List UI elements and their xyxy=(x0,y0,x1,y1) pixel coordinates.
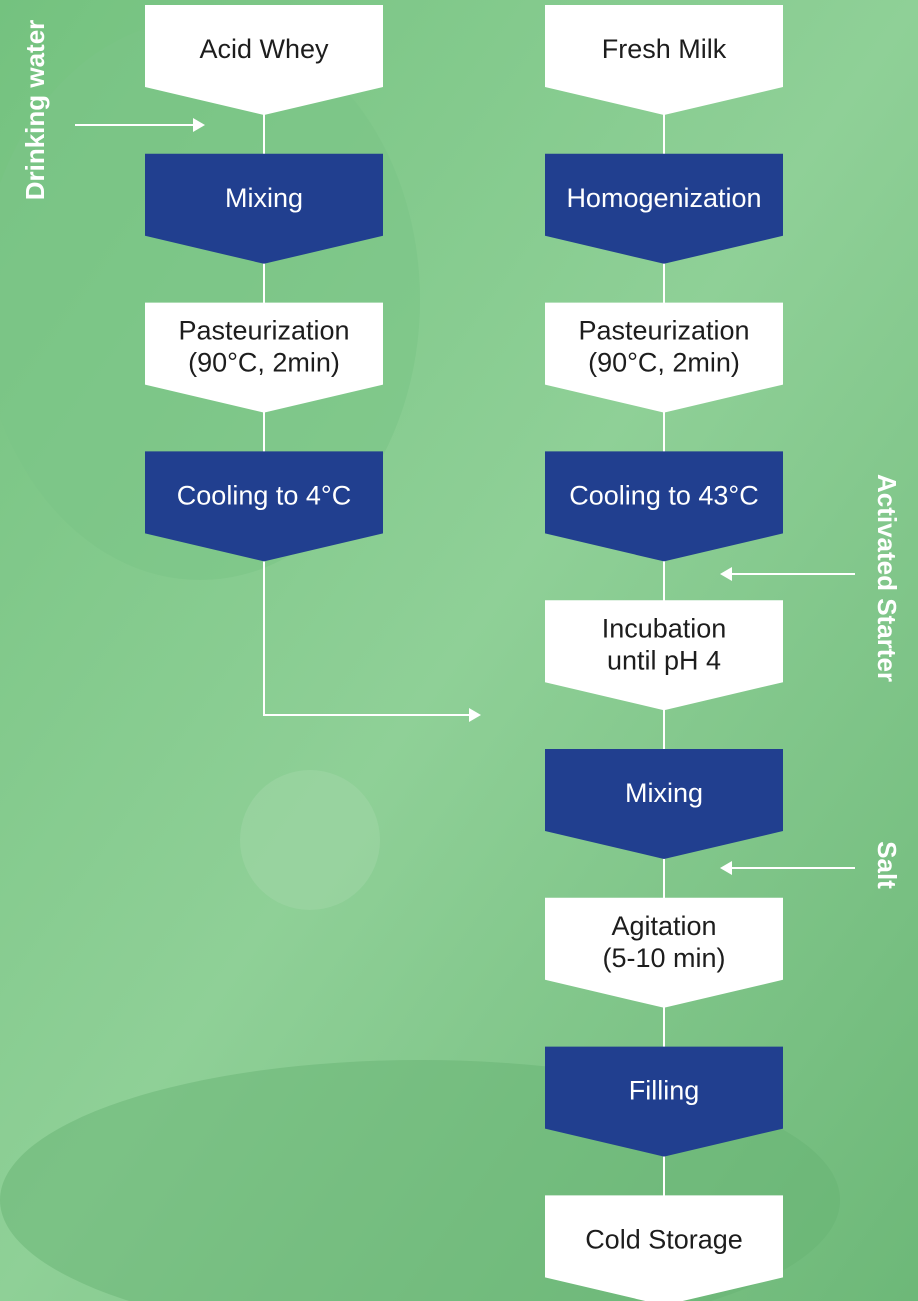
step-label: Pasteurization xyxy=(578,316,749,346)
connector xyxy=(263,561,477,716)
step-label: Cooling to 4°C xyxy=(177,481,351,511)
process-step xyxy=(145,5,383,115)
arrow-head xyxy=(720,861,732,875)
step-label: Homogenization xyxy=(566,183,761,213)
step-label: Agitation xyxy=(611,911,716,941)
step-label: Cold Storage xyxy=(585,1225,743,1255)
step-label: Mixing xyxy=(625,778,703,808)
process-step xyxy=(545,897,783,1008)
step-label: (5-10 min) xyxy=(602,943,725,973)
process-step xyxy=(145,302,383,413)
step-label: Filling xyxy=(629,1076,700,1106)
step-label: Mixing xyxy=(225,183,303,213)
input-label: Activated Starter xyxy=(872,474,902,682)
arrow-head xyxy=(469,708,481,722)
arrow-head xyxy=(193,118,205,132)
process-step xyxy=(145,153,383,264)
step-label: Incubation xyxy=(602,613,727,643)
step-label: (90°C, 2min) xyxy=(188,348,340,378)
step-label: Acid Whey xyxy=(199,34,329,64)
process-step xyxy=(545,5,783,115)
step-label: (90°C, 2min) xyxy=(588,348,740,378)
process-step xyxy=(545,600,783,711)
input-label: Drinking water xyxy=(20,20,50,201)
input-label: Salt xyxy=(872,841,902,889)
background-shape xyxy=(240,770,380,910)
process-step xyxy=(545,749,783,859)
process-step xyxy=(145,451,383,562)
process-step xyxy=(545,153,783,264)
process-step xyxy=(545,302,783,413)
step-label: Fresh Milk xyxy=(602,34,727,64)
step-label: Pasteurization xyxy=(178,316,349,346)
arrow-head xyxy=(720,567,732,581)
step-label: Cooling to 43°C xyxy=(569,481,758,511)
step-label: until pH 4 xyxy=(607,645,721,675)
process-step xyxy=(545,1195,783,1301)
process-step xyxy=(545,1046,783,1157)
process-step xyxy=(545,451,783,562)
